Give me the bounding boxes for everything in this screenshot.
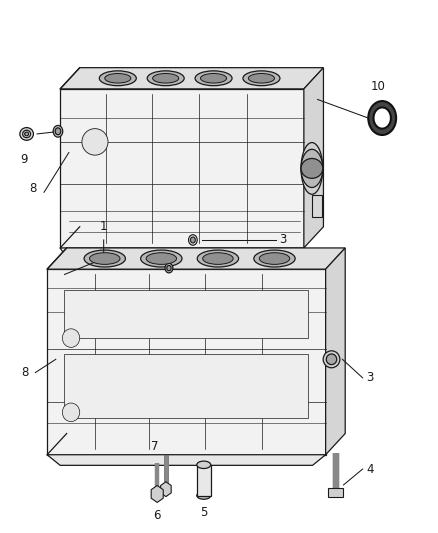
Ellipse shape [197,461,211,469]
Bar [64,354,308,418]
Ellipse shape [25,132,28,136]
Bar [312,195,322,217]
Ellipse shape [301,142,323,194]
Ellipse shape [301,158,323,179]
Ellipse shape [197,492,211,499]
Ellipse shape [55,128,61,135]
Bar [64,290,308,338]
Text: 8: 8 [21,366,28,379]
Text: 10: 10 [371,79,385,93]
Ellipse shape [191,237,195,243]
Polygon shape [60,68,323,89]
Polygon shape [325,248,345,455]
Text: 8: 8 [30,182,37,195]
Polygon shape [60,248,304,261]
Text: 1: 1 [100,220,107,233]
Ellipse shape [141,250,182,267]
Ellipse shape [89,253,120,264]
Text: 3: 3 [279,233,286,246]
Ellipse shape [203,253,233,264]
Bar [197,465,211,496]
Ellipse shape [152,74,179,83]
Ellipse shape [195,71,232,86]
Text: 5: 5 [200,506,208,519]
Text: 9: 9 [21,152,28,166]
Ellipse shape [53,125,63,137]
Ellipse shape [326,354,337,365]
Ellipse shape [165,263,173,273]
Ellipse shape [105,74,131,83]
Ellipse shape [20,127,33,140]
Text: 3: 3 [366,372,374,384]
Ellipse shape [23,130,31,138]
Ellipse shape [62,403,80,422]
Ellipse shape [248,74,275,83]
Polygon shape [304,68,323,248]
Ellipse shape [84,250,125,267]
Polygon shape [47,248,345,269]
Text: 7: 7 [151,440,158,453]
Ellipse shape [99,71,136,86]
Text: 4: 4 [366,463,374,475]
Ellipse shape [197,250,239,267]
FancyBboxPatch shape [47,269,325,455]
Ellipse shape [146,253,177,264]
Text: 6: 6 [153,509,161,522]
Ellipse shape [201,74,226,83]
Ellipse shape [62,329,80,348]
Ellipse shape [254,250,295,267]
Bar [328,488,343,497]
Ellipse shape [188,235,197,245]
Ellipse shape [167,265,171,271]
Ellipse shape [323,351,340,368]
Ellipse shape [301,149,323,188]
Ellipse shape [243,71,280,86]
Ellipse shape [259,253,290,264]
Polygon shape [47,455,325,465]
Ellipse shape [82,128,108,155]
Ellipse shape [147,71,184,86]
FancyBboxPatch shape [60,89,304,248]
